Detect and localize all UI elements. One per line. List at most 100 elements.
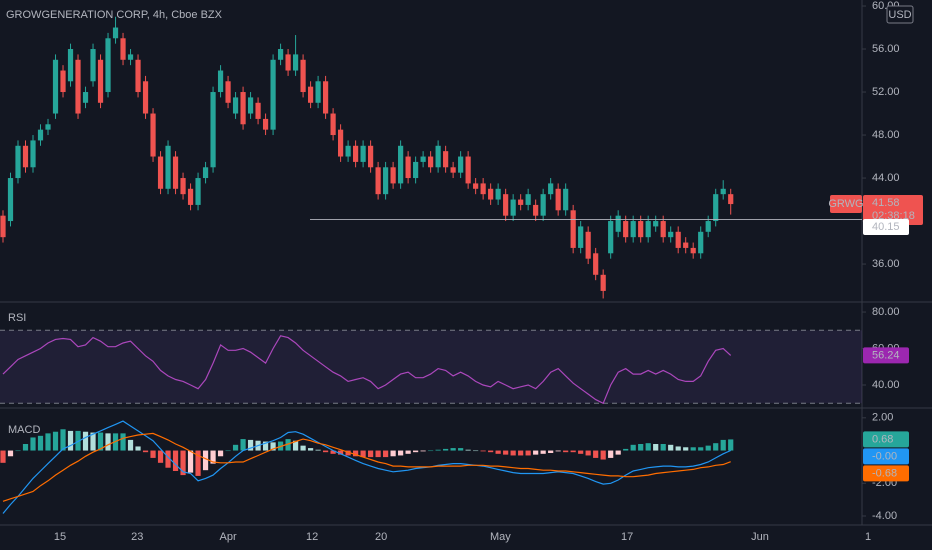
candle-body — [480, 183, 486, 195]
candle-body — [187, 188, 194, 205]
candle-body — [540, 194, 546, 216]
candle-body — [67, 49, 74, 82]
macd-last-label: 0.68 — [872, 433, 893, 445]
histogram-bar — [120, 433, 126, 451]
candle-body — [292, 54, 299, 71]
candle-body — [180, 178, 186, 195]
countdown: 02:38:18 — [872, 210, 915, 222]
histogram-bar — [638, 444, 644, 451]
candle-body — [307, 86, 314, 103]
histogram-bar — [345, 450, 351, 456]
candle-body — [420, 156, 426, 162]
candle-body — [322, 81, 329, 114]
candle-body — [210, 92, 216, 168]
candle-body — [615, 215, 621, 232]
histogram-bar — [292, 440, 299, 451]
histogram-bar — [180, 450, 186, 476]
histogram-bar — [82, 431, 89, 451]
candle-body — [22, 145, 29, 168]
histogram-bar — [405, 450, 411, 454]
y-tick-label: 36.00 — [872, 258, 900, 270]
candle-body — [503, 194, 509, 216]
y-tick-label: 40.00 — [872, 379, 900, 391]
candle-body — [660, 221, 666, 238]
candle-body — [315, 81, 321, 103]
histogram-bar — [420, 450, 426, 452]
candle-body — [105, 38, 111, 93]
macd-last-label-box — [863, 431, 909, 448]
candle-body — [683, 242, 689, 248]
histogram-bar — [105, 433, 111, 451]
histogram-bar — [443, 448, 449, 451]
histogram-bar — [413, 450, 419, 453]
histogram-bar — [7, 450, 14, 457]
candle-body — [360, 145, 366, 162]
histogram-bar — [360, 450, 366, 458]
histogram-bar — [518, 450, 524, 456]
candle-body — [510, 199, 516, 216]
histogram-bar — [533, 450, 539, 455]
histogram-bar — [645, 443, 651, 451]
histogram-bar — [232, 444, 239, 451]
histogram-bar — [37, 435, 44, 451]
candle-body — [533, 204, 539, 216]
histogram-bar — [45, 433, 51, 451]
rsi-last-label-box — [863, 347, 909, 364]
histogram-bar — [52, 431, 59, 451]
x-tick-label: 20 — [375, 531, 387, 543]
histogram-bar — [488, 450, 494, 453]
x-tick-label: Jun — [751, 531, 769, 543]
histogram-bar — [30, 437, 36, 451]
candle-body — [337, 129, 344, 157]
histogram-bar — [322, 450, 329, 453]
histogram-bar — [15, 450, 21, 452]
candle-body — [90, 49, 96, 82]
histogram-bar — [563, 450, 569, 453]
candle-body — [353, 145, 359, 162]
candle-body — [270, 59, 276, 130]
rsi-band — [0, 330, 862, 404]
histogram-bar — [698, 447, 704, 451]
price-line-label: 40.15 — [872, 221, 900, 233]
candle-body — [45, 124, 51, 130]
candle-body — [578, 226, 584, 248]
histogram-bar — [555, 450, 561, 452]
candle-body — [0, 215, 6, 238]
histogram-bar — [593, 450, 599, 458]
macd-last-label-box — [863, 448, 909, 465]
histogram-bar — [570, 450, 576, 453]
histogram-bar — [390, 450, 396, 457]
y-tick-label: 48.00 — [872, 129, 900, 141]
pane-title: MACD — [8, 424, 40, 436]
histogram-bar — [503, 450, 509, 455]
candle-body — [247, 97, 254, 114]
y-tick-label: 52.00 — [872, 86, 900, 98]
candle-body — [82, 92, 89, 103]
histogram-bar — [202, 450, 209, 471]
histogram-bar — [585, 450, 591, 456]
candle-body — [570, 210, 576, 248]
candle-body — [675, 231, 681, 248]
candle-body — [277, 49, 284, 60]
histogram-bar — [300, 445, 306, 451]
candle-body — [217, 70, 224, 93]
histogram-bar — [262, 441, 269, 451]
histogram-bar — [368, 450, 374, 458]
candle-body — [330, 113, 336, 136]
candle-body — [150, 113, 156, 157]
candle-body — [375, 167, 381, 195]
histogram-bar — [668, 444, 674, 451]
candle-body — [390, 167, 396, 184]
symbol-badge: GRWG — [828, 198, 863, 210]
candle-body — [142, 81, 149, 114]
candle-body — [52, 59, 59, 114]
candle-body — [630, 221, 636, 238]
histogram-bar — [22, 444, 29, 451]
y-tick-label: -4.00 — [872, 510, 897, 522]
candle-body — [135, 59, 141, 93]
histogram-bar — [465, 449, 471, 451]
histogram-bar — [510, 450, 516, 456]
x-tick-label: May — [490, 531, 511, 543]
histogram-bar — [285, 439, 291, 451]
